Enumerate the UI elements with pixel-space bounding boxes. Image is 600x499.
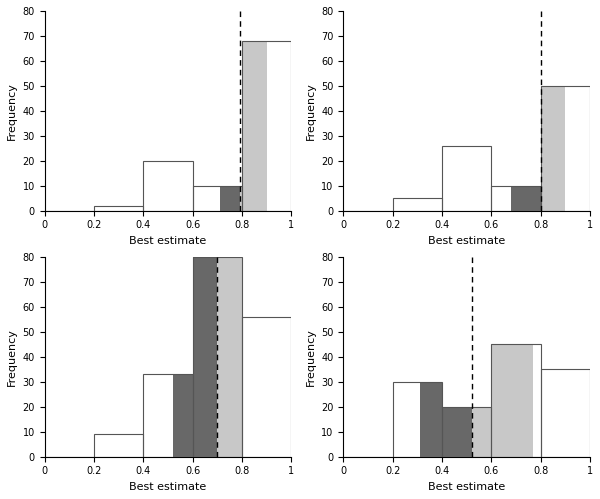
Bar (220, 186, 239, 211)
Bar (242, 41, 267, 211)
Bar (94, 206, 143, 211)
Bar (442, 407, 491, 457)
Bar (193, 257, 217, 457)
Bar (541, 86, 565, 211)
Y-axis label: Frequency: Frequency (7, 328, 17, 386)
Bar (242, 317, 292, 457)
X-axis label: Best estimate: Best estimate (428, 482, 505, 492)
Text: (b)  Q2 (0.68, 0.80, 0.90).: (b) Q2 (0.68, 0.80, 0.90). (395, 266, 538, 277)
Bar (541, 369, 590, 457)
X-axis label: Best estimate: Best estimate (130, 236, 206, 246)
Bar (442, 407, 491, 457)
Bar (242, 41, 292, 211)
Bar (392, 198, 442, 211)
Bar (491, 344, 533, 457)
Bar (193, 257, 242, 457)
Bar (491, 344, 541, 457)
Bar (511, 186, 541, 211)
Bar (143, 161, 193, 211)
Y-axis label: Frequency: Frequency (305, 328, 316, 386)
Bar (220, 186, 242, 211)
Bar (173, 374, 193, 457)
Bar (173, 374, 193, 457)
Text: (a)  Q1 (0.71, 0.79, 0.90).: (a) Q1 (0.71, 0.79, 0.90). (97, 266, 239, 277)
Bar (541, 86, 590, 211)
X-axis label: Best estimate: Best estimate (130, 482, 206, 492)
Bar (392, 382, 442, 457)
Bar (193, 257, 242, 457)
Bar (442, 407, 472, 457)
Y-axis label: Frequency: Frequency (7, 82, 17, 140)
Bar (511, 186, 541, 211)
Bar (442, 146, 491, 211)
Bar (193, 186, 242, 211)
X-axis label: Best estimate: Best estimate (428, 236, 505, 246)
Bar (420, 382, 442, 457)
Bar (143, 374, 193, 457)
Bar (94, 434, 143, 457)
Bar (420, 382, 442, 457)
Y-axis label: Frequency: Frequency (305, 82, 316, 140)
Bar (491, 186, 541, 211)
